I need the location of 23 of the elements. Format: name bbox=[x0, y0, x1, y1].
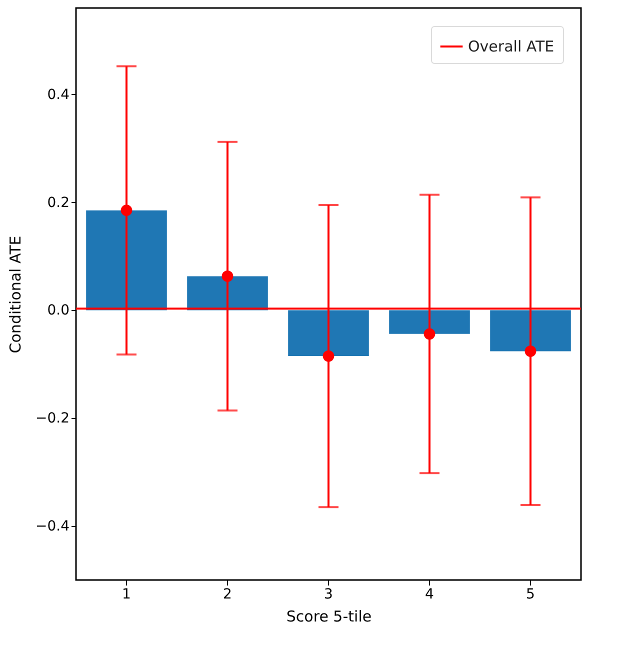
x-tick-label: 5 bbox=[526, 586, 535, 602]
y-tick-label: 0.4 bbox=[47, 86, 70, 103]
bar bbox=[490, 310, 571, 352]
x-tick-label: 2 bbox=[223, 586, 232, 602]
y-tick-label: 0.2 bbox=[47, 194, 70, 211]
y-tick-label: −0.4 bbox=[36, 518, 70, 535]
point bbox=[524, 346, 536, 357]
x-tick-label: 1 bbox=[122, 586, 131, 602]
y-axis-title: Conditional ATE bbox=[6, 236, 25, 354]
x-tick-label: 4 bbox=[425, 586, 434, 602]
bar bbox=[288, 310, 369, 356]
bar bbox=[187, 276, 268, 310]
point bbox=[120, 204, 132, 216]
bar bbox=[389, 310, 470, 334]
x-tick-label: 3 bbox=[324, 586, 333, 602]
x-axis-title: Score 5-tile bbox=[286, 608, 372, 626]
legend-label: Overall ATE bbox=[468, 38, 554, 56]
point bbox=[322, 350, 334, 362]
bar bbox=[86, 210, 167, 310]
y-tick-label: −0.2 bbox=[36, 410, 70, 427]
point bbox=[424, 328, 436, 340]
point bbox=[222, 270, 234, 282]
y-tick-label: 0.0 bbox=[47, 302, 70, 319]
